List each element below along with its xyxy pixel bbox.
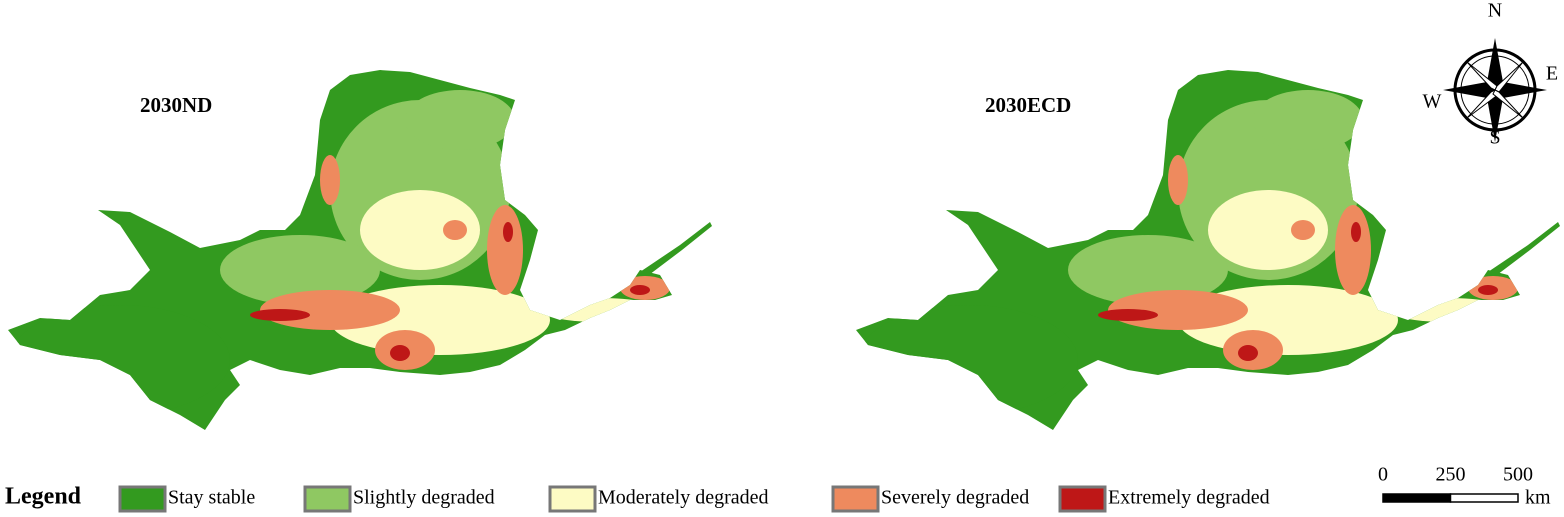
basin-map-right	[848, 60, 1564, 440]
basin-map-left	[0, 60, 720, 440]
legend-swatch	[1058, 485, 1107, 513]
compass: N S W E	[1423, 0, 1559, 149]
scale-label: 0	[1378, 464, 1388, 486]
legend-label: Extremely degraded	[1108, 487, 1270, 509]
scale-segment	[1382, 493, 1452, 503]
legend-label: Stay stable	[168, 487, 255, 509]
scale-label: 500	[1503, 464, 1533, 486]
legend-swatch	[548, 485, 597, 513]
legend-label: Slightly degraded	[353, 487, 495, 509]
compass-label: E	[1546, 63, 1558, 85]
legend-label: Severely degraded	[881, 487, 1029, 509]
scale-label: 250	[1436, 464, 1466, 486]
compass-label: W	[1423, 91, 1442, 113]
compass-label: S	[1489, 127, 1500, 149]
map-label: 2030ECD	[985, 93, 1071, 117]
legend-swatch	[118, 485, 167, 513]
scale-unit: km	[1525, 487, 1551, 509]
compass-label: N	[1488, 0, 1502, 22]
legend-swatch	[831, 485, 880, 513]
map-label: 2030ND	[140, 93, 212, 117]
scale-segment	[1449, 493, 1519, 503]
legend-title: Legend	[5, 484, 82, 510]
legend-label: Moderately degraded	[598, 487, 768, 509]
legend: Stay stable Slightly degraded Moderately d…	[118, 485, 1270, 513]
legend-swatch	[303, 485, 352, 513]
